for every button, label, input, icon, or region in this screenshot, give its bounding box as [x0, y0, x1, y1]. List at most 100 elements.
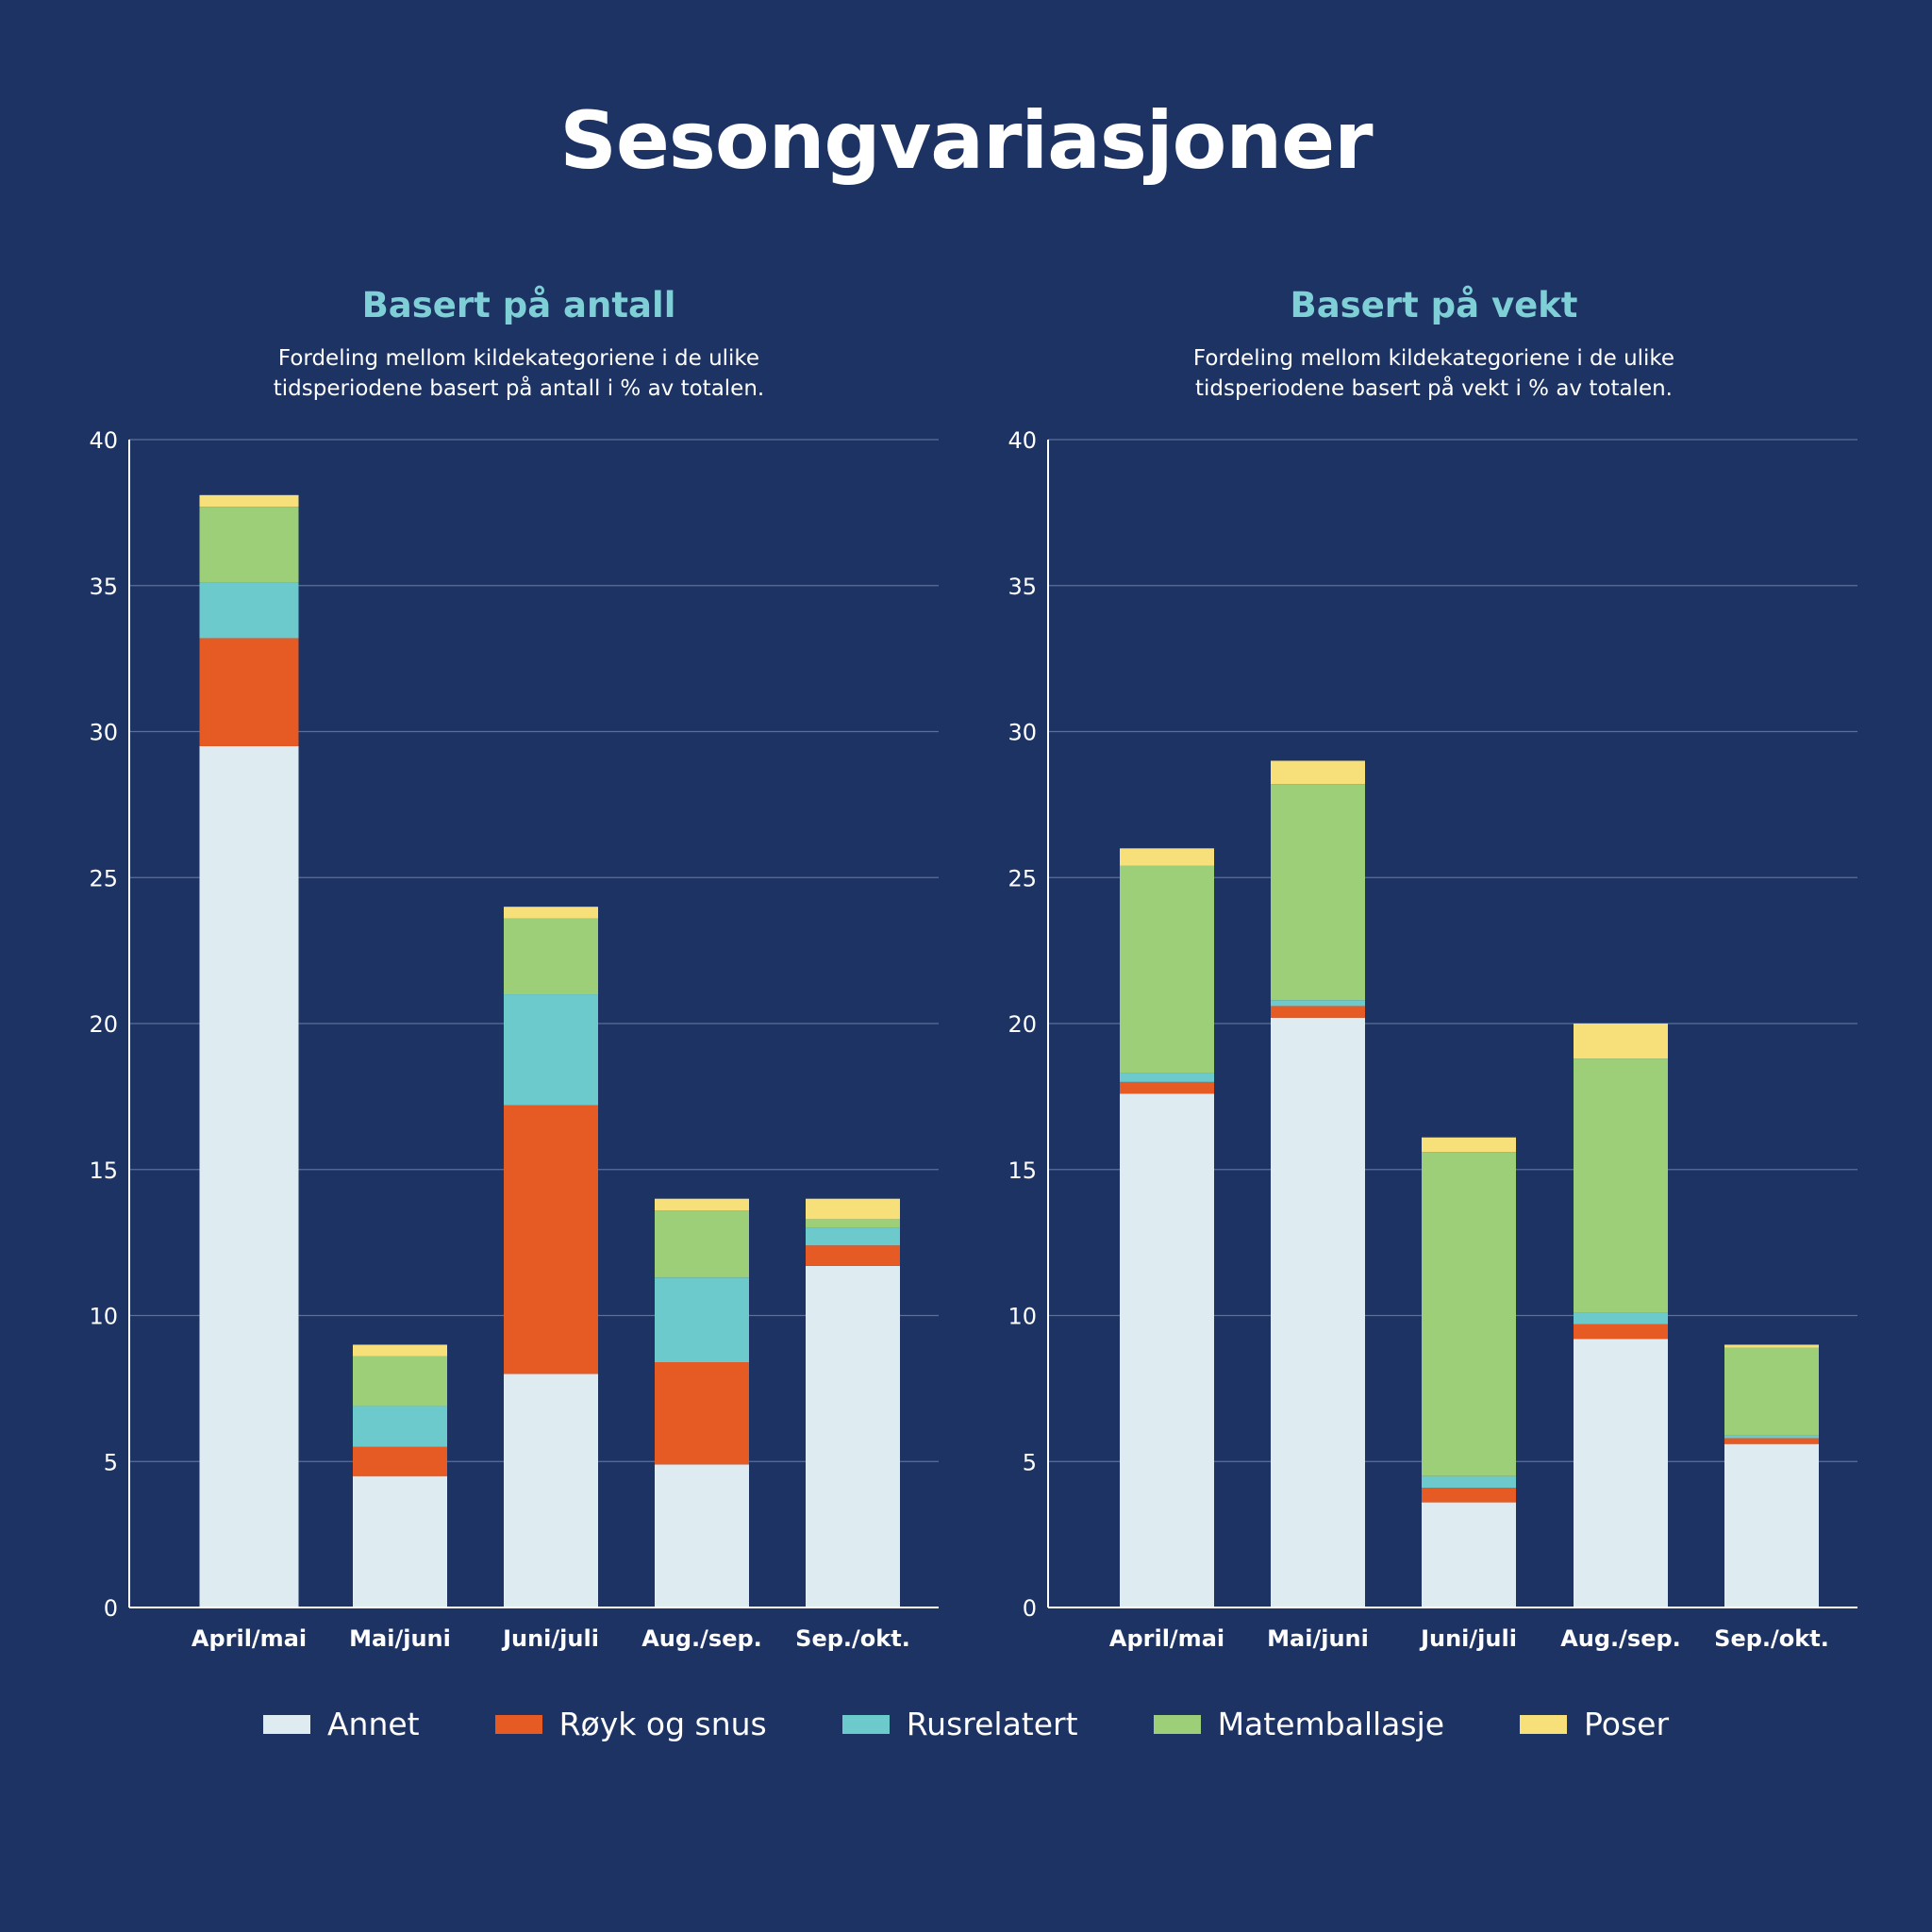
y-tick-label-count-15: 15 [89, 1158, 118, 1184]
bar-weight-aug-sep-annet [1574, 1339, 1668, 1607]
bar-weight-mai-juni-matemballasje [1271, 784, 1365, 1001]
legend: Annet Røyk og snus Rusrelatert Matemball… [0, 1706, 1932, 1742]
bar-weight-juni-juli-matemballasje [1422, 1152, 1516, 1476]
legend-item-rusrelatert: Rusrelatert [841, 1706, 1078, 1742]
y-tick-label-count-40: 40 [89, 427, 118, 454]
bar-count-aug-sep-poser [655, 1198, 749, 1211]
y-tick-label-count-35: 35 [89, 574, 118, 600]
x-tick-label-count-aug-sep: Aug./sep. [641, 1625, 762, 1652]
bar-weight-sep-okt-annet [1724, 1443, 1819, 1607]
y-tick-label-weight-15: 15 [1008, 1158, 1037, 1184]
y-tick-label-count-5: 5 [104, 1449, 118, 1475]
y-tick-label-count-10: 10 [89, 1304, 118, 1330]
bar-count-april-mai-annet [199, 745, 299, 1607]
y-tick-label-count-0: 0 [104, 1595, 118, 1622]
chart-title-weight: Basert på vekt [1290, 285, 1578, 325]
bar-weight-juni-juli-royk-og-snus [1422, 1488, 1516, 1503]
legend-item-matemballasje: Matemballasje [1153, 1706, 1445, 1742]
legend-swatch-annet [262, 1714, 310, 1734]
legend-swatch-rusrelatert [841, 1714, 890, 1734]
y-tick-label-weight-30: 30 [1008, 720, 1037, 746]
bar-weight-mai-juni-royk-og-snus [1271, 1006, 1365, 1018]
bar-weight-april-mai-matemballasje [1120, 865, 1214, 1074]
bar-count-sep-okt-poser [806, 1198, 900, 1220]
bar-count-aug-sep-rusrelatert [655, 1277, 749, 1363]
legend-item-poser: Poser [1520, 1706, 1669, 1742]
chart-subtitle-count-line2: tidsperiodene basert på antall i % av to… [273, 376, 765, 401]
bar-weight-mai-juni-annet [1271, 1017, 1365, 1607]
y-tick-label-weight-35: 35 [1008, 574, 1037, 600]
bar-weight-sep-okt-rusrelatert [1724, 1435, 1819, 1439]
bar-weight-juni-juli-annet [1422, 1502, 1516, 1607]
bar-count-mai-juni-matemballasje [353, 1356, 447, 1407]
legend-label-poser: Poser [1584, 1706, 1670, 1742]
bar-count-juni-juli-matemballasje [504, 918, 598, 995]
bar-weight-mai-juni-poser [1271, 760, 1365, 785]
bar-count-april-mai-rusrelatert [199, 582, 299, 639]
bar-weight-aug-sep-royk-og-snus [1574, 1324, 1668, 1340]
chart-subtitle-weight: Fordeling mellom kildekategoriene i de u… [1019, 343, 1849, 404]
legend-item-annet: Annet [262, 1706, 420, 1742]
bar-count-aug-sep-royk-og-snus [655, 1362, 749, 1465]
bar-count-juni-juli-rusrelatert [504, 994, 598, 1106]
bar-weight-april-mai-poser [1120, 848, 1214, 866]
chart-subtitle-weight-line1: Fordeling mellom kildekategoriene i de u… [1192, 346, 1675, 371]
legend-label-royk-og-snus: Røyk og snus [558, 1706, 767, 1742]
x-tick-label-count-mai-juni: Mai/juni [349, 1625, 451, 1652]
bar-count-sep-okt-matemballasje [806, 1219, 900, 1228]
bar-count-sep-okt-royk-og-snus [806, 1245, 900, 1266]
chart-subtitle-count-line1: Fordeling mellom kildekategoriene i de u… [277, 346, 760, 371]
x-tick-label-weight-april-mai: April/mai [1109, 1625, 1224, 1652]
legend-label-annet: Annet [326, 1706, 420, 1742]
y-tick-label-count-25: 25 [89, 865, 118, 891]
x-tick-label-weight-sep-okt: Sep./okt. [1714, 1625, 1829, 1652]
bar-count-aug-sep-matemballasje [655, 1210, 749, 1278]
y-tick-label-count-20: 20 [89, 1011, 118, 1038]
legend-label-rusrelatert: Rusrelatert [906, 1706, 1078, 1742]
x-tick-label-count-juni-juli: Juni/juli [501, 1625, 599, 1652]
y-tick-label-weight-10: 10 [1008, 1304, 1037, 1330]
y-tick-label-weight-0: 0 [1023, 1595, 1037, 1622]
chart-title-count: Basert på antall [361, 285, 676, 325]
bar-count-april-mai-royk-og-snus [199, 638, 299, 746]
bar-count-sep-okt-annet [806, 1265, 900, 1607]
bar-weight-april-mai-rusrelatert [1120, 1073, 1214, 1082]
bar-weight-aug-sep-poser [1574, 1024, 1668, 1059]
chart-subtitle-count: Fordeling mellom kildekategoriene i de u… [104, 343, 934, 404]
bar-weight-mai-juni-rusrelatert [1271, 1000, 1365, 1007]
chart-subtitle-weight-line2: tidsperiodene basert på vekt i % av tota… [1195, 376, 1673, 401]
bar-weight-sep-okt-poser [1724, 1344, 1819, 1348]
bar-count-mai-juni-annet [353, 1475, 447, 1607]
bar-weight-april-mai-royk-og-snus [1120, 1081, 1214, 1094]
y-tick-label-weight-25: 25 [1008, 865, 1037, 891]
page-title: Sesongvariasjoner [559, 94, 1373, 187]
bar-count-mai-juni-rusrelatert [353, 1406, 447, 1447]
bar-count-april-mai-matemballasje [199, 507, 299, 583]
x-tick-label-weight-mai-juni: Mai/juni [1267, 1625, 1369, 1652]
legend-item-royk-og-snus: Røyk og snus [494, 1706, 767, 1742]
legend-label-matemballasje: Matemballasje [1217, 1706, 1445, 1742]
bar-count-juni-juli-royk-og-snus [504, 1105, 598, 1374]
legend-swatch-matemballasje [1153, 1714, 1201, 1734]
bar-count-juni-juli-annet [504, 1374, 598, 1607]
bar-count-mai-juni-poser [353, 1344, 447, 1357]
x-tick-label-weight-aug-sep: Aug./sep. [1560, 1625, 1681, 1652]
y-tick-label-weight-20: 20 [1008, 1011, 1037, 1038]
bar-weight-aug-sep-rusrelatert [1574, 1312, 1668, 1324]
bar-count-aug-sep-annet [655, 1464, 749, 1607]
y-tick-label-weight-5: 5 [1023, 1449, 1037, 1475]
x-tick-label-count-sep-okt: Sep./okt. [795, 1625, 910, 1652]
y-tick-label-weight-40: 40 [1008, 427, 1037, 454]
bar-count-juni-juli-poser [504, 907, 598, 919]
bar-weight-april-mai-annet [1120, 1093, 1214, 1607]
bar-weight-sep-okt-matemballasje [1724, 1347, 1819, 1436]
bar-weight-aug-sep-matemballasje [1574, 1058, 1668, 1313]
bar-weight-juni-juli-poser [1422, 1137, 1516, 1153]
x-tick-label-weight-juni-juli: Juni/juli [1419, 1625, 1517, 1652]
bar-weight-sep-okt-royk-og-snus [1724, 1438, 1819, 1444]
x-tick-label-count-april-mai: April/mai [192, 1625, 307, 1652]
legend-swatch-poser [1520, 1714, 1568, 1734]
bar-count-mai-juni-royk-og-snus [353, 1446, 447, 1476]
legend-swatch-royk-og-snus [494, 1714, 542, 1734]
